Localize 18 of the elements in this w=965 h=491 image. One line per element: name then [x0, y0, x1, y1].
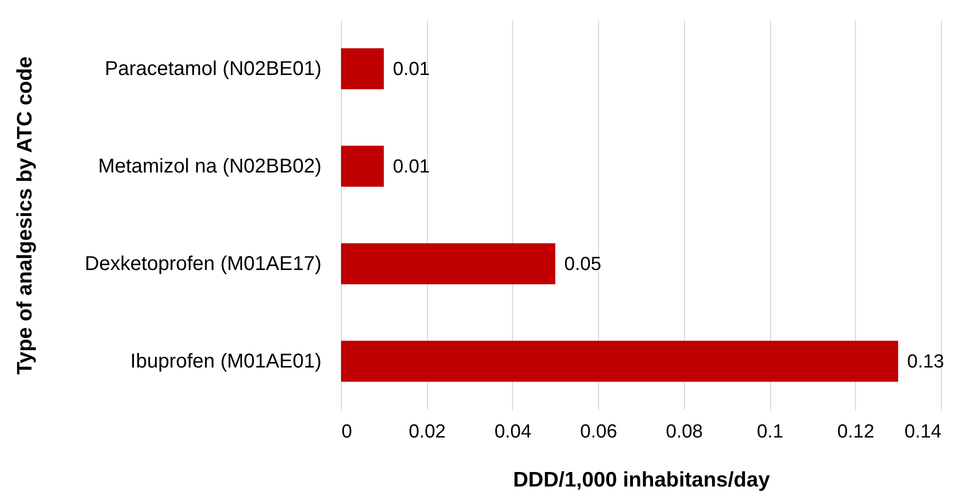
y-tick-label: Metamizol na (N02BB02)	[98, 155, 322, 178]
y-tick-label: Paracetamol (N02BE01)	[104, 58, 322, 80]
x-tick-label: 0.04	[494, 422, 532, 442]
data-label: 0.05	[564, 254, 602, 275]
x-axis-title: DDD/1,000 inhabitans/day	[513, 468, 770, 491]
data-label: 0.13	[907, 351, 944, 372]
x-tick-label: 0.06	[580, 422, 618, 442]
x-tick-label: 0	[342, 422, 352, 442]
x-tick-label: 0.08	[666, 422, 703, 442]
x-tick-label: 0.02	[408, 422, 446, 442]
data-label: 0.01	[392, 156, 430, 178]
y-tick-label: Dexketoprofen (M01AE17)	[84, 252, 322, 275]
x-tick-label: 0.12	[837, 422, 874, 442]
x-tick-label: 0.1	[756, 422, 784, 442]
x-tick-label: 0.14	[904, 422, 942, 442]
y-tick-label: Ibuprofen (M01AE01)	[130, 350, 322, 372]
data-label: 0.01	[392, 58, 430, 80]
y-axis-title: Type of analgesics by ATC code	[14, 56, 36, 375]
